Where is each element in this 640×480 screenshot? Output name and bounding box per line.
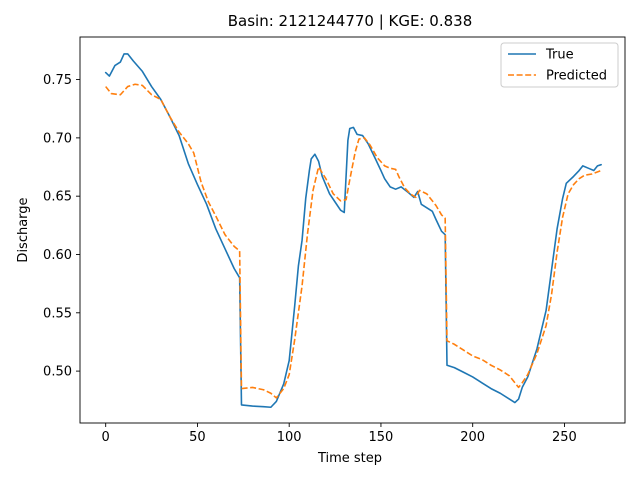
y-tick-label: 0.55 [43,306,72,321]
x-tick-label: 100 [277,430,302,445]
series-line-predicted [105,83,602,399]
y-tick-label: 0.65 [43,190,72,205]
x-tick-label: 250 [552,430,577,445]
series-line-true [104,53,602,409]
plot-area [79,36,626,424]
legend-label-predicted: Predicted [546,69,607,84]
chart-title: Basin: 2121244770 | KGE: 0.838 [228,12,473,30]
y-axis: 0.50 0.55 0.60 0.65 0.70 0.75 [43,73,80,380]
plot-frame [79,36,626,424]
x-tick-label: 0 [102,430,110,445]
legend-label-true: True [545,48,574,63]
y-tick-label: 0.60 [43,248,72,263]
y-tick-label: 0.70 [43,131,72,146]
y-axis-label: Discharge [16,197,31,262]
x-tick-label: 150 [369,430,394,445]
x-axis-label: Time step [317,451,382,466]
y-tick-label: 0.75 [43,73,72,88]
x-tick-label: 50 [189,430,206,445]
legend: True Predicted [500,42,619,88]
x-axis: 0 50 100 150 200 250 [102,423,577,445]
x-tick-label: 200 [460,430,485,445]
y-tick-label: 0.50 [43,365,72,380]
